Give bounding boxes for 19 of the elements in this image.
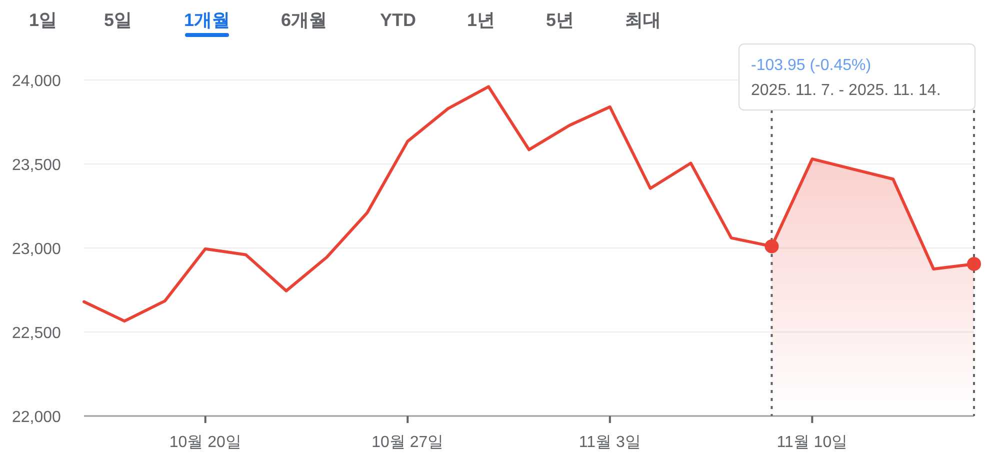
x-tick-label: 10월 27일 <box>372 434 444 451</box>
y-tick-label: 22,000 <box>12 409 62 426</box>
text: 1개월 <box>184 10 230 30</box>
x-tick-label: 11월 10일 <box>776 434 848 451</box>
text: 1년 <box>466 10 496 30</box>
text: 5년 <box>546 10 574 30</box>
y-tick-label: 24,000 <box>12 73 62 90</box>
annotation: 2025. 11. 7. - 2025. 11. 14. <box>751 82 941 99</box>
y-tick-label: 22,500 <box>12 325 62 342</box>
text: 6개월 <box>280 10 328 30</box>
x-tick-label: 10월 20일 <box>169 434 242 451</box>
text: -103.95 (-0.45%) <box>751 57 872 74</box>
text: 최대 <box>625 10 661 30</box>
text: 5일 <box>104 10 132 30</box>
text: 1일 <box>28 10 58 30</box>
y-tick-label: 23,000 <box>12 241 62 258</box>
y-tick-label: 23,500 <box>12 157 62 174</box>
x-tick-label: 11월 3일 <box>578 434 641 451</box>
text: YTD <box>380 10 416 30</box>
